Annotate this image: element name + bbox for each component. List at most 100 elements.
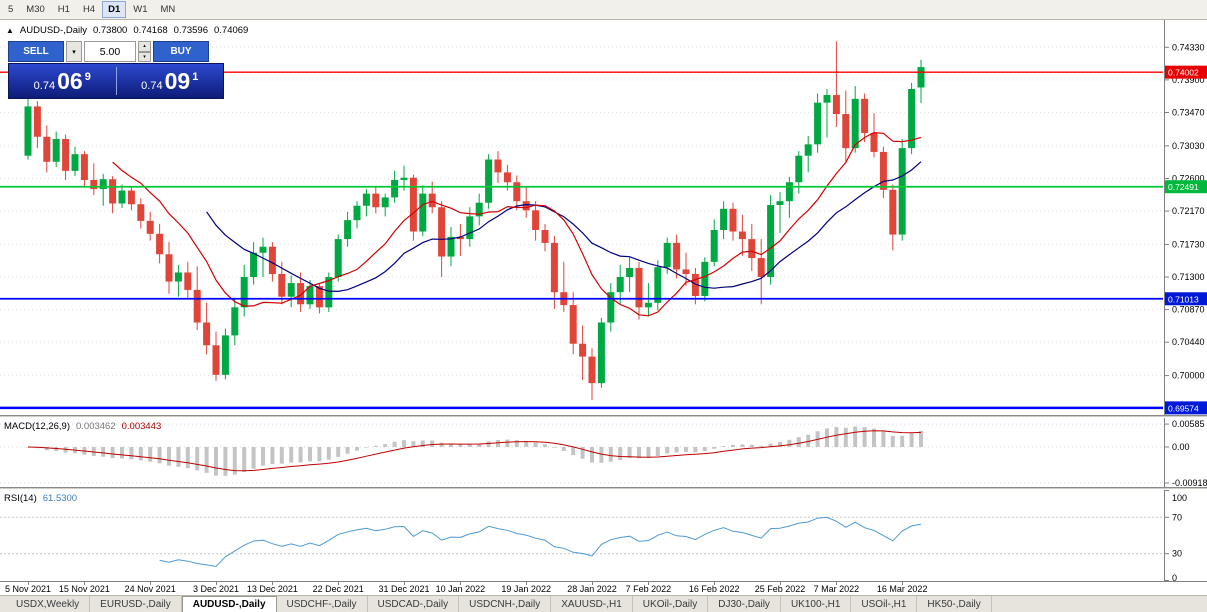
symbol-tab[interactable]: UK100-,H1: [781, 596, 852, 612]
candle-body: [80, 154, 88, 180]
macd-histogram-bar: [778, 441, 782, 448]
buy-button[interactable]: BUY: [153, 41, 209, 62]
candle-body: [33, 106, 41, 137]
candle-body: [663, 242, 671, 268]
price-scale-label: 0.70000: [1172, 371, 1205, 381]
ma-fast-line: [112, 131, 922, 317]
time-tick: [338, 582, 340, 585]
rsi-canvas[interactable]: 100 70 30 0: [0, 490, 1207, 581]
candle-body: [221, 335, 229, 375]
buy-price-pips: 09: [164, 68, 191, 94]
macd-histogram-bar: [890, 435, 895, 448]
sell-button[interactable]: SELL: [8, 41, 64, 62]
volume-input[interactable]: [84, 41, 136, 62]
price-chart-canvas[interactable]: 0.74330 0.73900 0.73470 0.73030 0.72600 0.721…: [0, 20, 1207, 415]
timeframe-button-h1[interactable]: H1: [52, 1, 76, 18]
symbol-tab[interactable]: XAUUSD-,H1: [551, 596, 633, 612]
time-tick: [150, 582, 152, 585]
candle-body: [616, 277, 624, 293]
order-type-dropdown[interactable]: ▾: [66, 41, 82, 62]
symbol-tab[interactable]: USDCHF-,Daily: [277, 596, 368, 612]
candle-body: [870, 132, 878, 152]
symbol-tab[interactable]: HK50-,Daily: [917, 596, 992, 612]
candle-body: [485, 159, 493, 203]
macd-histogram-bar: [326, 447, 331, 460]
macd-histogram-bar: [120, 447, 124, 459]
macd-histogram-bar: [561, 447, 566, 451]
timeframe-button-mn[interactable]: MN: [155, 1, 182, 18]
macd-histogram-bar: [138, 447, 143, 461]
rsi-value: 61.5300: [42, 493, 78, 504]
macd-histogram-bar: [167, 447, 171, 466]
symbol-tab[interactable]: USDCAD-,Daily: [368, 596, 460, 612]
macd-canvas[interactable]: 0.00585 0.00 -0.00918: [0, 418, 1207, 487]
candle-body: [297, 283, 305, 305]
timeframe-button-w1[interactable]: W1: [127, 1, 153, 18]
candle-body: [579, 343, 587, 357]
time-axis[interactable]: 5 Nov 2021 15 Nov 2021 24 Nov 2021 3 Dec 20…: [0, 581, 1207, 595]
candle-body: [174, 272, 182, 282]
macd-histogram-bar: [392, 441, 397, 448]
macd-histogram-bar: [618, 447, 623, 460]
price-scale-label: 0.73900: [1172, 75, 1205, 85]
symbol-tab[interactable]: AUDUSD-,Daily: [181, 596, 277, 612]
candle-body: [569, 305, 577, 344]
price-badge-label: 0.72491: [1168, 182, 1199, 192]
time-tick: [780, 582, 781, 585]
time-tick: [216, 582, 217, 585]
macd-histogram-bar: [543, 444, 547, 448]
macd-histogram-bar: [684, 447, 688, 452]
macd-histogram-bar: [853, 426, 858, 448]
macd-histogram-bar: [590, 447, 594, 463]
macd-histogram-bar: [317, 447, 322, 462]
buy-price-display[interactable]: 0.74 09 1: [117, 66, 224, 96]
timeframe-button-d1[interactable]: D1: [102, 1, 127, 18]
macd-histogram-bar: [608, 447, 613, 462]
ma-slow-line: [206, 161, 922, 293]
candle-body: [438, 207, 446, 257]
rsi-scale-label: 30: [1172, 549, 1182, 559]
timeframe-button-m30[interactable]: M30: [20, 1, 50, 18]
macd-histogram-bar: [185, 447, 190, 469]
candle-body: [607, 292, 615, 323]
volume-down-button[interactable]: ▾: [138, 51, 151, 62]
macd-histogram-bar: [749, 444, 754, 448]
price-scale-label: 0.73030: [1172, 141, 1205, 151]
candle-body: [644, 302, 652, 308]
macd-histogram-bar: [693, 447, 698, 453]
macd-histogram-bar: [533, 442, 538, 448]
symbol-tab[interactable]: EURUSD-,Daily: [90, 596, 182, 612]
candle-body: [691, 273, 699, 296]
price-badge: [1165, 401, 1207, 415]
macd-histogram-bar: [458, 444, 463, 448]
macd-histogram-bar: [420, 440, 425, 448]
symbol-tab[interactable]: DJ30-,Daily: [708, 596, 781, 612]
symbol-tab[interactable]: USDCNH-,Daily: [459, 596, 552, 612]
macd-scale-label: 0.00: [1172, 442, 1190, 452]
volume-up-button[interactable]: ▴: [138, 41, 151, 52]
pane-separator[interactable]: [0, 415, 1207, 418]
symbol-tab[interactable]: USOil-,H1: [851, 596, 918, 612]
timeframe-button-h4[interactable]: H4: [77, 1, 101, 18]
macd-histogram-bar: [919, 430, 923, 448]
macd-histogram-bar: [637, 447, 641, 459]
candle-body: [71, 154, 79, 171]
candle-body: [52, 139, 60, 162]
time-tick: [836, 582, 838, 585]
candle-body: [391, 179, 399, 198]
candle-body: [419, 193, 427, 232]
symbol-tab[interactable]: UKOil-,Daily: [633, 596, 709, 612]
sell-price-display[interactable]: 0.74 06 9: [9, 66, 116, 96]
candle-body: [306, 286, 314, 305]
macd-histogram-bar: [665, 447, 670, 454]
timeframe-button-5[interactable]: 5: [2, 1, 19, 18]
time-axis-label: 24 Nov 2021: [124, 584, 176, 594]
price-scale-label: 0.72170: [1172, 206, 1205, 216]
sell-price-pips: 06: [57, 68, 83, 94]
candle-body: [353, 205, 361, 221]
symbol-tab[interactable]: USDX,Weekly: [6, 596, 91, 612]
candle-body: [757, 258, 765, 278]
pane-separator[interactable]: [0, 487, 1207, 490]
candle-body: [588, 356, 596, 384]
candle-body: [428, 193, 436, 208]
